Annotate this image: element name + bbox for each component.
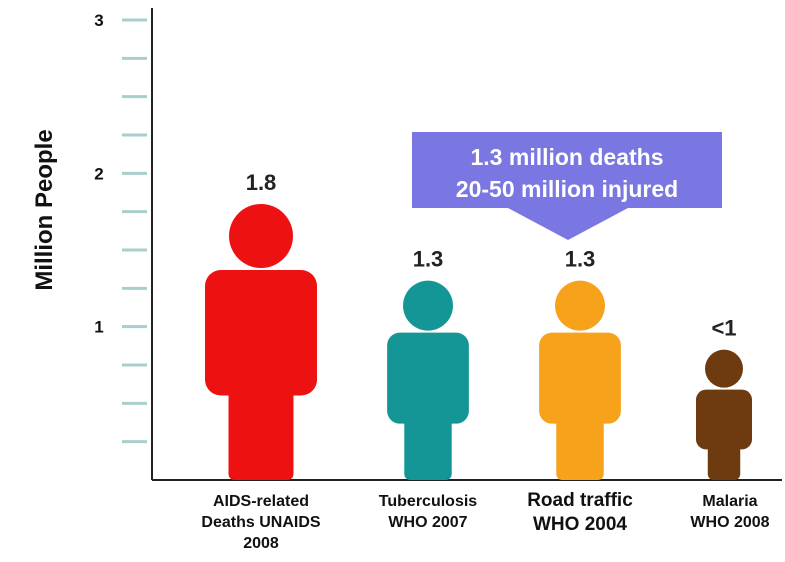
category-label: Tuberculosis <box>379 493 477 510</box>
callout-line-1: 1.3 million deaths <box>471 144 664 170</box>
category-label: Deaths UNAIDS <box>201 514 320 531</box>
category-labels: AIDS-related Deaths UNAIDS 2008 Tuberculosi… <box>201 490 769 552</box>
person-head <box>705 349 743 388</box>
y-tick-labels: 1 2 3 <box>94 11 103 337</box>
person-body <box>387 332 469 424</box>
category-label: WHO 2007 <box>388 514 467 531</box>
category-label: WHO 2004 <box>533 514 627 535</box>
value-label: 1.3 <box>565 247 596 272</box>
value-label: <1 <box>711 316 736 341</box>
category-label: 2008 <box>243 535 279 552</box>
person-icon-bar <box>205 204 317 480</box>
category-label: Road traffic <box>527 490 633 511</box>
person-head <box>403 280 453 331</box>
y-tick-label: 2 <box>94 164 103 183</box>
person-head <box>555 280 605 331</box>
person-legs <box>228 385 294 480</box>
category-label: WHO 2008 <box>690 514 769 531</box>
value-labels: 1.8 1.3 1.3 <1 <box>246 170 737 341</box>
y-tick-label: 1 <box>94 318 103 337</box>
y-tick-label: 3 <box>94 11 103 30</box>
person-legs <box>556 413 604 480</box>
y-ticks <box>122 18 147 444</box>
person-icon-bar <box>696 349 752 480</box>
person-body <box>205 270 317 396</box>
category-label: Malaria <box>702 493 757 510</box>
value-label: 1.3 <box>413 247 444 272</box>
value-label: 1.8 <box>246 170 277 195</box>
category-label: AIDS-related <box>213 493 309 510</box>
chart-marks <box>205 204 752 480</box>
callout-line-2: 20-50 million injured <box>456 176 678 202</box>
person-icon-bar <box>387 280 469 480</box>
annotation-callout: 1.3 million deaths 20-50 million injured <box>412 132 722 240</box>
person-body <box>539 332 621 424</box>
person-body <box>696 389 752 450</box>
person-icon-bar <box>539 280 621 480</box>
person-legs <box>404 413 452 480</box>
y-axis-label: Million People <box>31 129 58 290</box>
person-head <box>229 204 293 268</box>
callout-arrow-shape <box>412 132 722 240</box>
person-legs <box>707 439 741 480</box>
